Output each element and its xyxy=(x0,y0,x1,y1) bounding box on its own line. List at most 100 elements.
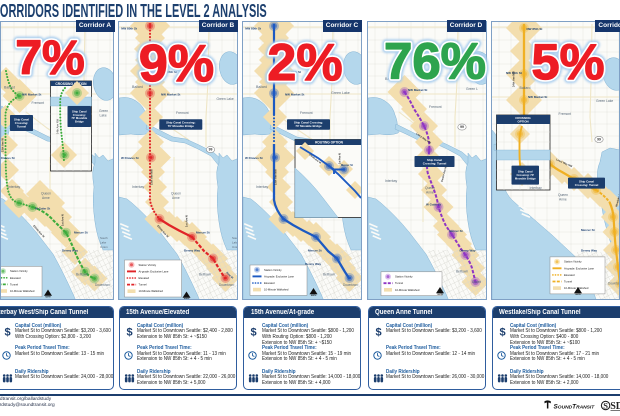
svg-text:Queen: Queen xyxy=(171,192,181,196)
svg-text:NW 85th St: NW 85th St xyxy=(121,26,137,30)
svg-text:South: South xyxy=(100,236,108,240)
svg-text:15th Ave W: 15th Ave W xyxy=(0,138,4,152)
svg-text:Queen: Queen xyxy=(425,186,435,190)
svg-text:5%: 5% xyxy=(532,33,605,90)
svg-text:At-grade: Exclusive Lane: At-grade: Exclusive Lane xyxy=(138,269,168,273)
svg-text:NORTH: NORTH xyxy=(45,297,50,299)
svg-text:Ballard: Ballard xyxy=(519,86,530,90)
svg-text:Lake: Lake xyxy=(100,241,107,245)
svg-text:99: 99 xyxy=(208,148,212,152)
svg-text:70' Movable Bridge: 70' Movable Bridge xyxy=(295,124,322,128)
svg-text:Ship Canal: Ship Canal xyxy=(579,179,594,183)
svg-text:Ship Canal Crossing:: Ship Canal Crossing: xyxy=(166,121,195,125)
svg-text:Station Vicinity: Station Vicinity xyxy=(138,263,156,267)
svg-text:$: $ xyxy=(251,327,257,337)
svg-text:Crossing:: Crossing: xyxy=(14,121,28,125)
svg-text:$: $ xyxy=(375,327,381,337)
svg-text:15th Ave NW: 15th Ave NW xyxy=(274,169,278,185)
svg-text:1st Ave N: 1st Ave N xyxy=(339,153,342,164)
svg-text:Denny Way: Denny Way xyxy=(184,249,200,253)
svg-text:Crossing: 70': Crossing: 70' xyxy=(516,173,534,177)
svg-text:14th Ave NW: 14th Ave NW xyxy=(55,118,59,134)
svg-text:Ballard: Ballard xyxy=(385,77,396,81)
svg-text:Elevated: Elevated xyxy=(10,276,21,280)
svg-text:Green: Green xyxy=(99,109,108,113)
svg-text:W Dravus St: W Dravus St xyxy=(245,156,263,160)
svg-text:Mercer St: Mercer St xyxy=(74,231,88,235)
svg-text:Downtown: Downtown xyxy=(95,283,110,287)
svg-text:Downtown: Downtown xyxy=(343,283,358,287)
svg-text:NW Market St: NW Market St xyxy=(408,88,427,92)
svg-text:NW Market St: NW Market St xyxy=(22,93,41,97)
svg-text:Dexter Ave N: Dexter Ave N xyxy=(440,166,447,182)
svg-text:CROSSING: CROSSING xyxy=(515,116,531,120)
svg-text:Elevated: Elevated xyxy=(264,281,275,285)
svg-text:NW Market St: NW Market St xyxy=(528,95,547,99)
svg-text:9%: 9% xyxy=(139,35,214,93)
svg-text:Station Vicinity: Station Vicinity xyxy=(264,268,282,272)
svg-text:NW 85th St: NW 85th St xyxy=(526,27,542,31)
svg-text:1st Ave N: 1st Ave N xyxy=(184,215,188,227)
svg-text:Lake: Lake xyxy=(99,114,106,118)
svg-text:5%: 5% xyxy=(532,33,605,90)
svg-text:Interbay: Interbay xyxy=(529,186,542,190)
svg-text:$: $ xyxy=(4,327,10,337)
svg-text:NORTH: NORTH xyxy=(437,294,442,296)
svg-text:99: 99 xyxy=(597,138,601,142)
svg-text:10-Minute Walkshed: 10-Minute Walkshed xyxy=(395,288,420,292)
svg-text:NW Market St: NW Market St xyxy=(161,93,180,97)
svg-text:Anne: Anne xyxy=(172,196,180,200)
svg-text:Downtown: Downtown xyxy=(219,283,234,287)
svg-text:W Galer St: W Galer St xyxy=(35,207,50,211)
svg-text:Tunnel: Tunnel xyxy=(16,125,25,129)
svg-text:Mercer St: Mercer St xyxy=(581,228,595,232)
svg-text:Denny Way: Denny Way xyxy=(62,249,78,253)
svg-text:$: $ xyxy=(499,327,505,337)
svg-text:Anne: Anne xyxy=(426,191,434,195)
svg-text:Ship Canal: Ship Canal xyxy=(518,170,533,174)
svg-text:South: South xyxy=(232,236,238,240)
svg-text:Belltown: Belltown xyxy=(456,270,468,274)
svg-text:24th Ave NW: 24th Ave NW xyxy=(511,71,515,87)
svg-text:Interbay: Interbay xyxy=(256,185,269,189)
svg-text:9%: 9% xyxy=(139,35,214,93)
svg-text:Union: Union xyxy=(100,245,108,249)
svg-text:Anne: Anne xyxy=(42,196,50,200)
svg-text:Belltown: Belltown xyxy=(199,273,211,277)
svg-text:NORTH: NORTH xyxy=(575,294,580,296)
svg-text:ROUTING OPTION: ROUTING OPTION xyxy=(315,141,344,145)
svg-text:10-Minute Walkshed: 10-Minute Walkshed xyxy=(10,289,35,293)
svg-text:At-grade: Exclusive Lane: At-grade: Exclusive Lane xyxy=(264,274,294,278)
svg-text:S: S xyxy=(603,400,608,410)
svg-text:Mercer St: Mercer St xyxy=(449,229,463,233)
svg-text:Denny Way: Denny Way xyxy=(459,249,475,253)
svg-text:Interbay: Interbay xyxy=(8,185,21,189)
svg-text:Denny Way: Denny Way xyxy=(581,248,597,252)
svg-text:Ship Canal: Ship Canal xyxy=(72,109,87,113)
svg-text:Station Vicinity: Station Vicinity xyxy=(564,260,582,264)
svg-text:Union: Union xyxy=(232,245,238,249)
svg-text:2%: 2% xyxy=(267,34,342,92)
svg-text:Elevated: Elevated xyxy=(138,276,149,280)
svg-text:W Galer St: W Galer St xyxy=(426,203,441,207)
svg-text:Interbay: Interbay xyxy=(132,185,145,189)
svg-text:76%: 76% xyxy=(384,33,486,90)
svg-text:Tunnel: Tunnel xyxy=(10,282,19,286)
svg-text:Station Vicinity: Station Vicinity xyxy=(10,269,28,273)
svg-text:Ballard: Ballard xyxy=(256,85,267,89)
svg-text:Fremont: Fremont xyxy=(558,112,571,116)
svg-text:Ballard: Ballard xyxy=(4,86,15,90)
svg-text:Interbay: Interbay xyxy=(385,179,398,183)
svg-text:2%: 2% xyxy=(267,34,342,92)
svg-text:Green Lake: Green Lake xyxy=(216,97,233,101)
svg-text:Lake: Lake xyxy=(232,241,238,245)
svg-text:Belltown: Belltown xyxy=(76,273,88,277)
svg-text:Green L: Green L xyxy=(466,87,478,91)
svg-text:Ship Canal: Ship Canal xyxy=(427,158,442,162)
svg-text:Mercer St: Mercer St xyxy=(196,231,210,235)
svg-text:NORTH: NORTH xyxy=(311,295,316,297)
svg-text:Westlake Ave N: Westlake Ave N xyxy=(615,189,620,208)
svg-text:Movable Bridge: Movable Bridge xyxy=(514,176,535,180)
svg-text:10-Minute Walkshed: 10-Minute Walkshed xyxy=(264,288,289,292)
svg-text:Belltown: Belltown xyxy=(323,273,335,277)
